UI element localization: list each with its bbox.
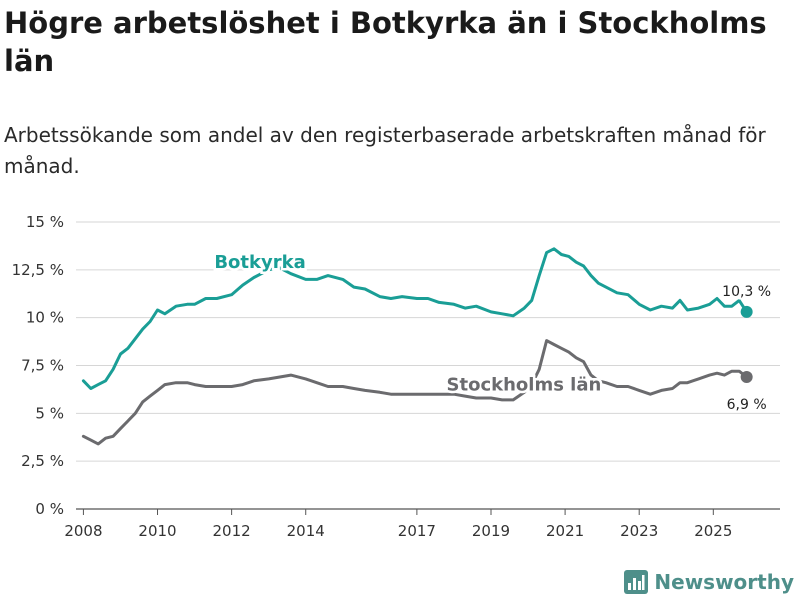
axes: 0 % 2,5 % 5 % 7,5 % 10 % 12,5 % 15 % 2008 2010 20… bbox=[12, 213, 780, 540]
x-tick-label: 2025 bbox=[694, 522, 732, 540]
x-tick-label: 2014 bbox=[287, 522, 325, 540]
y-tick-label: 5 % bbox=[35, 404, 64, 422]
x-tick-label: 2023 bbox=[620, 522, 658, 540]
y-tick-label: 7,5 % bbox=[21, 357, 64, 375]
series-lines bbox=[81, 247, 753, 446]
series-line-stockholms-lan bbox=[81, 339, 749, 446]
newsworthy-logo-icon bbox=[624, 570, 649, 594]
series-label-botkyrka: Botkyrka bbox=[214, 252, 305, 273]
y-tick-label: 0 % bbox=[35, 500, 64, 518]
series-line-botkyrka bbox=[81, 247, 749, 390]
end-value-label-stockholms-lan: 6,9 % bbox=[727, 397, 767, 413]
x-tick-label: 2017 bbox=[398, 522, 436, 540]
brand-name: Newsworthy bbox=[654, 570, 794, 594]
brand-logo: Newsworthy bbox=[624, 570, 794, 594]
page-title: Högre arbetslöshet i Botkyrka än i Stock… bbox=[4, 6, 767, 78]
end-point-stockholms-lan bbox=[740, 370, 753, 383]
x-tick-label: 2010 bbox=[138, 522, 176, 540]
series-label-stockholms-lan: Stockholms län bbox=[447, 374, 602, 395]
x-tick-label: 2008 bbox=[64, 522, 102, 540]
end-value-label-botkyrka: 10,3 % bbox=[722, 284, 771, 300]
end-point-botkyrka bbox=[740, 305, 753, 318]
y-tick-label: 15 % bbox=[26, 213, 64, 231]
grid-lines bbox=[76, 221, 780, 462]
x-tick-label: 2021 bbox=[546, 522, 584, 540]
x-tick-label: 2019 bbox=[472, 522, 510, 540]
labels: Botkyrka 10,3 % Stockholms län 6,9 % bbox=[212, 249, 773, 415]
y-tick-label: 2,5 % bbox=[21, 452, 64, 470]
y-tick-label: 10 % bbox=[26, 309, 64, 327]
y-tick-label: 12,5 % bbox=[12, 261, 64, 279]
chart-subtitle: Arbetssökande som andel av den registerb… bbox=[4, 123, 766, 178]
x-tick-label: 2012 bbox=[213, 522, 251, 540]
